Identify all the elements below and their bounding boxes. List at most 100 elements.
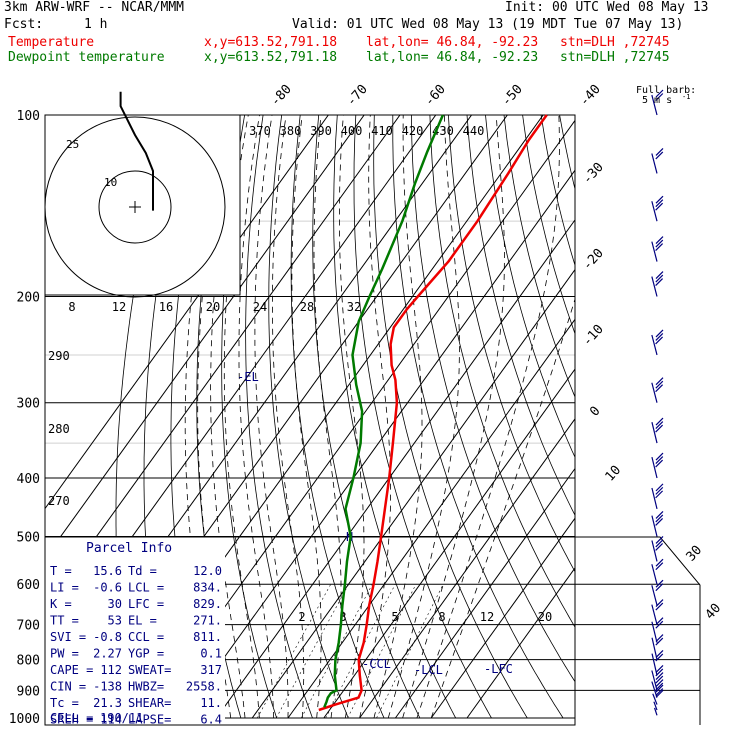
- dry-adiabat: [540, 115, 575, 267]
- pressure-label: 800: [17, 654, 40, 669]
- barb-staff: [652, 693, 658, 705]
- dry-adiabat: [411, 115, 575, 683]
- isotherm: [45, 115, 329, 510]
- barb-flag: [655, 452, 664, 461]
- hodograph: 25 10: [44, 91, 241, 298]
- isotherm: [394, 467, 575, 719]
- barb-flag: [655, 377, 664, 386]
- parcel-value-left: -0.8: [93, 630, 122, 644]
- barb-staff: [651, 241, 658, 262]
- parcel-key-left: CIN =: [50, 680, 86, 694]
- wind-barbs: [651, 89, 664, 716]
- dry-adiabat: [353, 115, 492, 719]
- pressure-label: 200: [17, 291, 40, 306]
- barb-flag: [655, 151, 664, 160]
- hodograph-ring-label-10: 10: [104, 176, 117, 189]
- parcel-value-right: 6.4: [200, 713, 222, 727]
- isotherm-label: -80: [268, 82, 295, 109]
- barb-flag: [655, 421, 664, 429]
- mixing-ratio-line: [376, 584, 444, 719]
- barb-flag: [655, 486, 664, 495]
- mixing-ratio-line: [347, 584, 417, 719]
- barb-flag: [655, 274, 664, 283]
- isotherm-label: -70: [344, 82, 371, 109]
- barb-flag: [655, 239, 664, 248]
- barb-staff: [651, 621, 658, 643]
- barb-flag: [655, 688, 664, 696]
- wind-barb: [651, 511, 664, 537]
- el-marker: -EL: [237, 370, 259, 384]
- wind-barb: [651, 236, 664, 262]
- mixing-ratio-label: 12: [480, 610, 494, 624]
- temperature-latlon: lat,lon= 46.84, -92.23: [366, 35, 539, 50]
- moist-adiabat: [223, 115, 260, 719]
- wind-barb: [651, 579, 664, 606]
- isotherm-label: -40: [577, 82, 604, 109]
- isotherm-label: 10: [603, 463, 625, 485]
- barb-flag: [655, 271, 664, 279]
- isotherm: [323, 368, 575, 719]
- moist-adiabat: [339, 115, 365, 719]
- parcel-value-left: 112: [100, 663, 122, 677]
- isotherm: [251, 268, 575, 719]
- wind-barb: [651, 89, 664, 116]
- barb-flag: [655, 672, 664, 681]
- theta-e-label: 370: [249, 124, 271, 138]
- parcel-key-left: SREH =: [50, 713, 93, 727]
- wind-barb: [651, 195, 664, 222]
- dry-adiabat: [245, 115, 313, 719]
- parcel-value-right: 11.: [200, 696, 222, 710]
- parcel-value-left: 2.27: [93, 647, 122, 661]
- barb-flag: [655, 637, 664, 646]
- theta-e-label: 440: [463, 124, 485, 138]
- parcel-info-title: Parcel Info: [86, 541, 172, 556]
- init-time: Init: 00 UTC Wed 08 May 13: [505, 0, 709, 15]
- dry-adiabat-label: 280: [48, 422, 70, 436]
- isotherm-label: -20: [580, 246, 607, 273]
- speed-scale-label: 12: [112, 300, 126, 314]
- isotherm: [180, 169, 575, 719]
- temperature-trace: [318, 114, 548, 712]
- barb-flag: [655, 539, 664, 548]
- mixing-ratio-label: 2: [298, 610, 305, 624]
- parcel-value-right: 834.: [193, 581, 222, 595]
- hodograph-ring: [44, 116, 226, 298]
- barb-staff: [651, 94, 658, 116]
- wind-barb: [651, 536, 664, 562]
- barb-staff: [651, 540, 658, 562]
- dry-adiabat: [221, 115, 278, 719]
- speed-scale-label: 24: [253, 300, 267, 314]
- isotherm-label: -30: [580, 160, 607, 187]
- header: 3km ARW-WRF -- NCAR/MMM Init: 00 UTC Wed…: [0, 0, 740, 70]
- forecast-label: Fcst:: [4, 17, 44, 32]
- isotherm-label: 30: [684, 543, 706, 565]
- wind-barb: [651, 452, 664, 479]
- dry-adiabat-label: 290: [48, 349, 70, 363]
- pressure-label: 500: [17, 530, 40, 545]
- mixing-ratio-line: [325, 584, 396, 719]
- barb-flag: [655, 679, 664, 687]
- barb-flag: [655, 424, 664, 433]
- isotherm: [466, 567, 575, 719]
- barb-staff: [653, 707, 658, 716]
- parcel-key-left: LI =: [50, 581, 79, 595]
- pressure-label: 400: [17, 472, 40, 487]
- cell-value: 190/11: [100, 711, 143, 725]
- barb-flag: [655, 456, 664, 464]
- isotherm: [45, 115, 365, 560]
- wind-barb: [651, 417, 664, 444]
- wind-barb: [653, 684, 664, 711]
- lfc-marker: -LFC: [484, 662, 513, 676]
- barb-flag: [655, 384, 664, 393]
- pressure-label: 300: [17, 397, 40, 412]
- barb-staff: [651, 422, 658, 444]
- parcel-value-right: 271.: [193, 614, 222, 628]
- dry-adiabat: [578, 115, 740, 718]
- dry-adiabat: [392, 115, 564, 719]
- barb-flag: [655, 195, 664, 204]
- isotherm-label: -10: [580, 322, 607, 349]
- barb-staff: [651, 382, 658, 403]
- parcel-key-right: YGP =: [128, 647, 164, 661]
- parcel-key-left: TT =: [50, 614, 79, 628]
